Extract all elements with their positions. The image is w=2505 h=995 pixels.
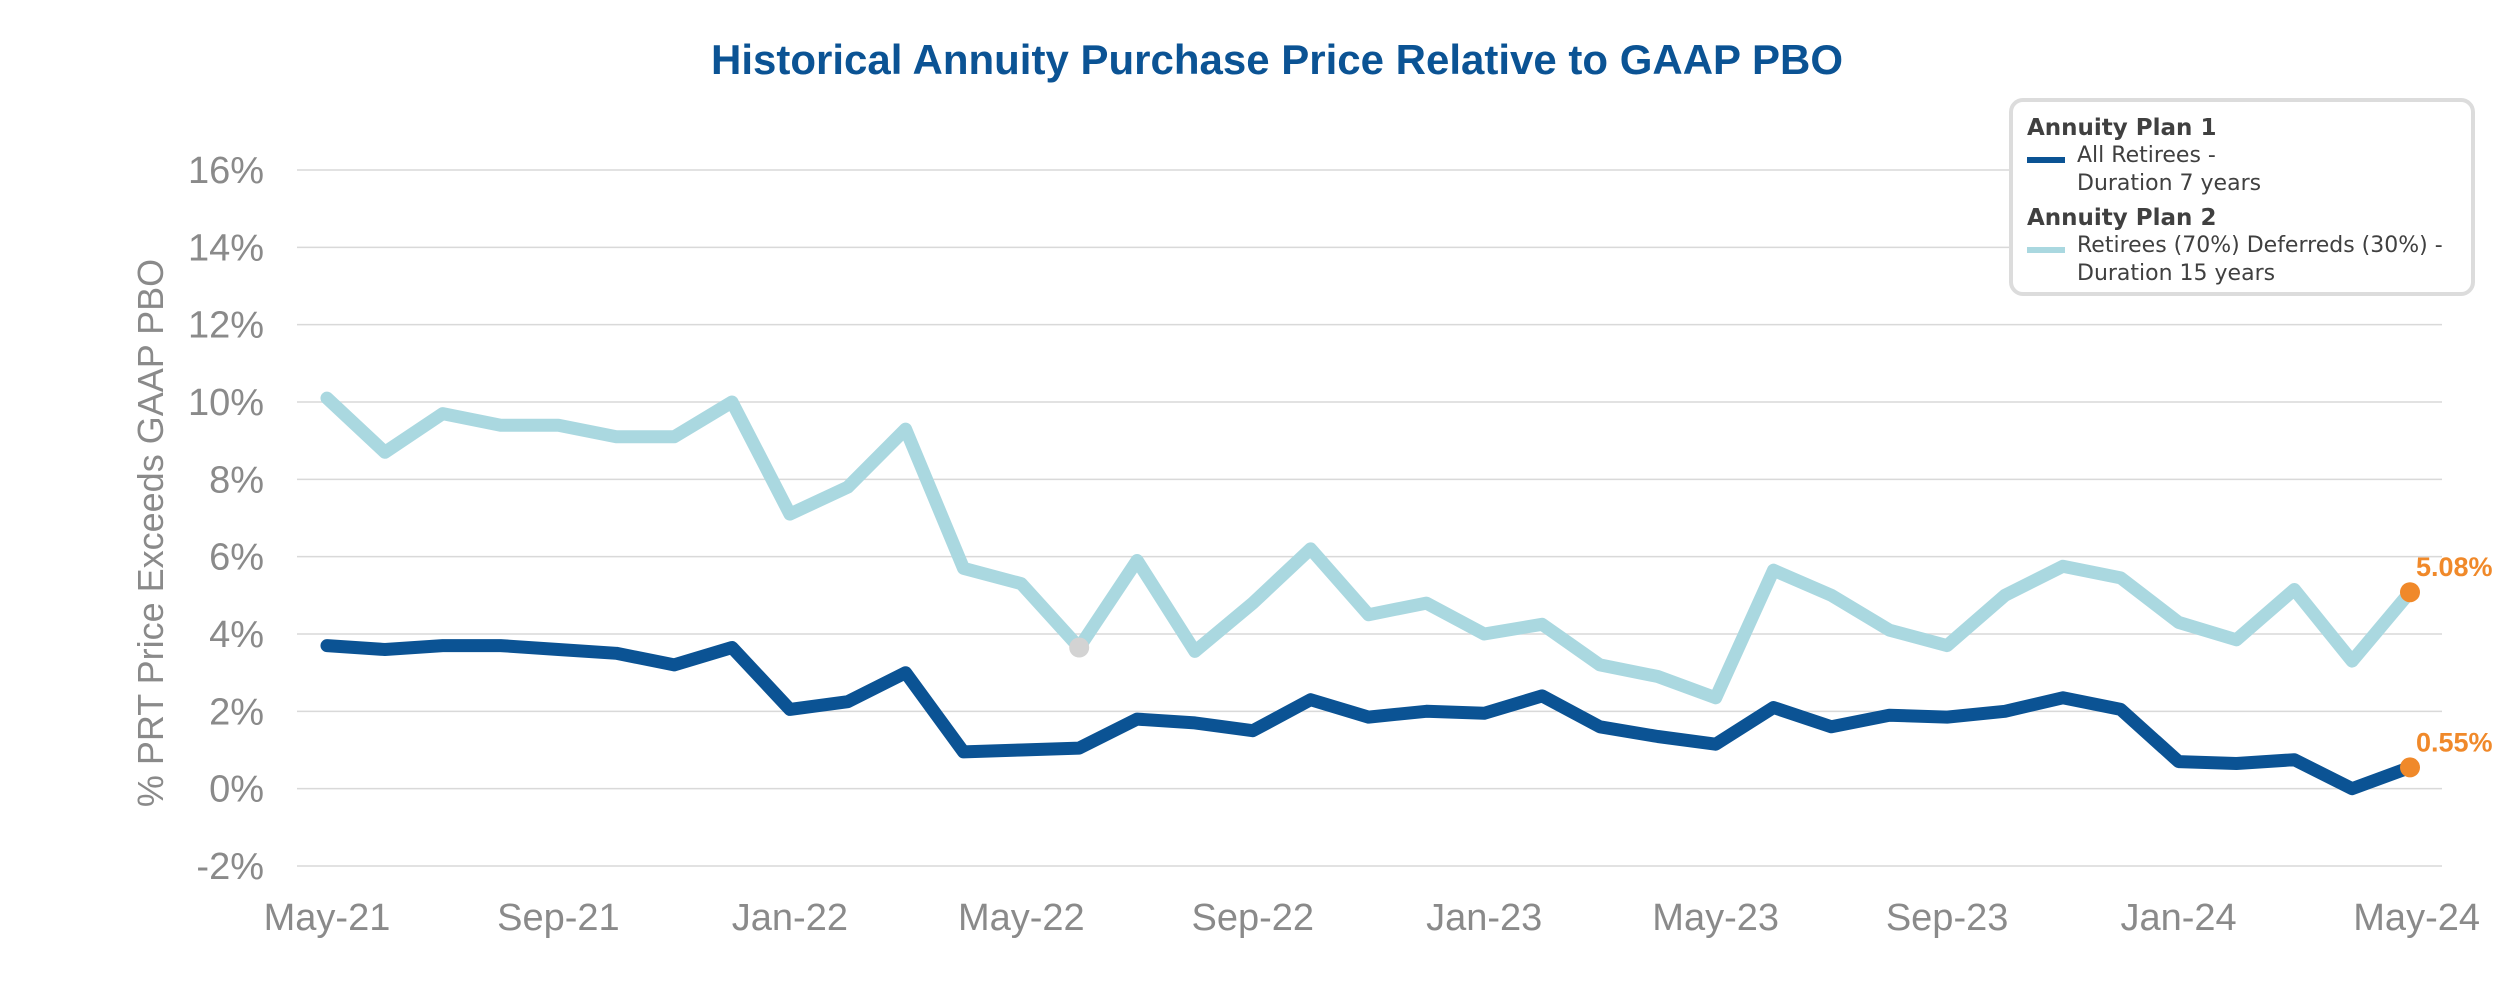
y-tick-labels: -2% 0% 2% 4% 6% 8% 10% 12% 14% 16% — [188, 150, 264, 888]
end-marker-plan-2 — [2400, 582, 2420, 603]
x-tick-label: Sep-23 — [1886, 897, 2009, 939]
x-tick-label: Sep-22 — [1192, 897, 1315, 939]
legend: Annuity Plan 1 All Retirees - Duration 7… — [2009, 98, 2475, 296]
legend-swatch-plan-2 — [2027, 247, 2065, 253]
y-tick-label: 0% — [209, 769, 264, 811]
legend-label-line: All Retirees - — [2077, 143, 2216, 168]
x-tick-label: Jan-22 — [732, 897, 848, 939]
x-tick-label: Sep-21 — [497, 897, 620, 939]
legend-label-plan-2: Retirees (70%) Deferreds (30%) - Duratio… — [2077, 232, 2443, 288]
x-tick-label: Jan-24 — [2120, 897, 2236, 939]
legend-item-plan-2: Retirees (70%) Deferreds (30%) - Duratio… — [2027, 232, 2457, 288]
y-tick-label: 8% — [209, 459, 264, 501]
y-axis-label: % PRT Price Exceeds GAAP PBO — [130, 259, 171, 807]
legend-group-title-plan-2: Annuity Plan 2 — [2027, 205, 2217, 231]
legend-swatch-plan-1 — [2027, 157, 2065, 163]
legend-label-line: Retirees (70%) Deferreds (30%) - — [2077, 233, 2443, 258]
y-tick-label: 10% — [188, 382, 264, 424]
end-value-label-plan-1: 0.55% — [2416, 727, 2493, 757]
x-tick-label: May-24 — [2353, 897, 2480, 939]
y-tick-label: 4% — [209, 614, 264, 656]
series-lines — [320, 391, 2417, 796]
x-tick-label: May-21 — [264, 897, 391, 939]
x-tick-label: May-23 — [1652, 897, 1779, 939]
legend-label-plan-1: All Retirees - Duration 7 years — [2077, 142, 2261, 198]
x-tick-label: May-22 — [958, 897, 1085, 939]
y-tick-label: 14% — [188, 227, 264, 269]
y-tick-label: -2% — [196, 846, 264, 888]
series-line-plan-1 — [320, 639, 2417, 796]
legend-label-line: Duration 7 years — [2077, 171, 2262, 196]
legend-label-line: Duration 15 years — [2077, 261, 2276, 286]
y-tick-label: 2% — [209, 691, 264, 733]
x-tick-labels: May-21 Sep-21 Jan-22 May-22 Sep-22 Jan-23 May-… — [264, 897, 2480, 939]
end-value-label-plan-2: 5.08% — [2416, 552, 2493, 582]
chart-title: Historical Annuity Purchase Price Relati… — [711, 36, 1843, 83]
x-tick-label: Jan-23 — [1426, 897, 1542, 939]
highlight-point — [1069, 637, 1090, 658]
y-tick-label: 16% — [188, 150, 264, 192]
legend-group-title-plan-1: Annuity Plan 1 — [2027, 115, 2217, 141]
legend-item-plan-1: All Retirees - Duration 7 years — [2027, 142, 2457, 198]
y-tick-label: 12% — [188, 305, 264, 347]
series-markers: 0.55% 5.08% — [1069, 552, 2493, 778]
series-line-plan-2 — [320, 391, 2417, 705]
end-marker-plan-1 — [2400, 757, 2420, 778]
y-tick-label: 6% — [209, 537, 264, 579]
